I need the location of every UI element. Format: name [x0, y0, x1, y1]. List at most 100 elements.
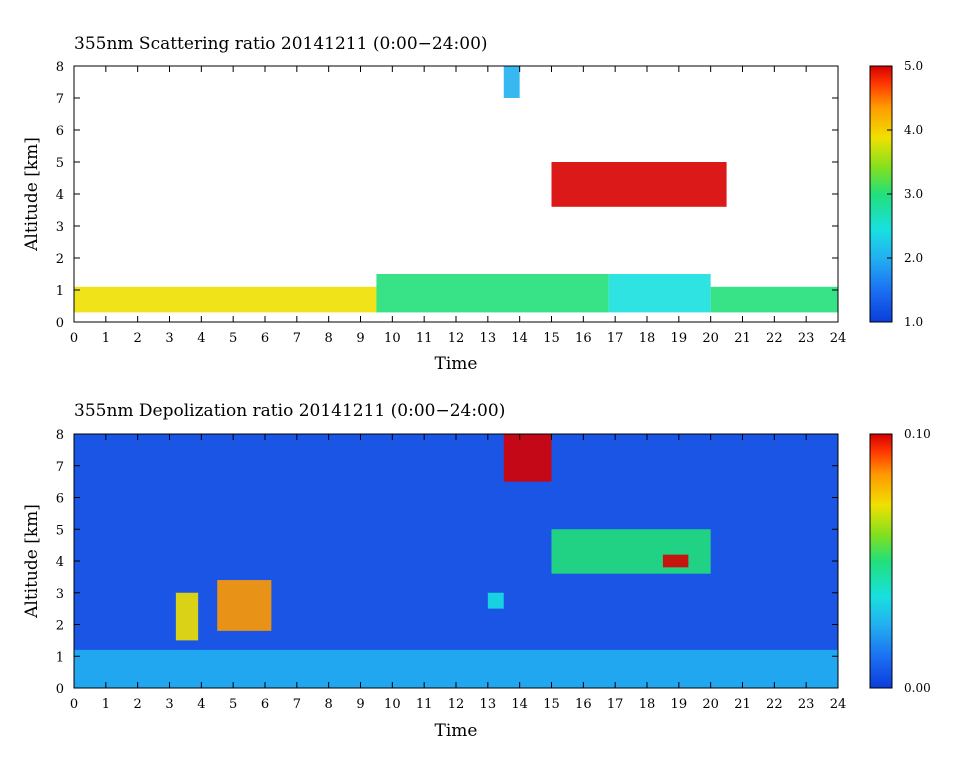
x-tick-label: 5: [229, 331, 237, 346]
colorbar-tick-label: 0.00: [904, 681, 931, 695]
y-tick-label: 5: [56, 156, 64, 171]
x-tick-label: 24: [830, 697, 847, 712]
y-tick-label: 3: [56, 587, 64, 602]
x-tick-label: 22: [766, 697, 783, 712]
y-tick-label: 0: [56, 682, 64, 697]
y-tick-label: 7: [56, 460, 64, 475]
y-tick-label: 0: [56, 316, 64, 331]
chart-title: 355nm Scattering ratio 20141211 (0:00−24…: [74, 34, 488, 54]
x-axis: 0 1 2 3 4 5 6 7 8 9 10 11 12 13 14 15 16 17 18 19 20 21 22 23 24: [70, 66, 846, 346]
colorbar-ticks: 1.0 2.0 3.0 4.0 5.0: [887, 59, 923, 329]
x-tick-label: 21: [734, 697, 751, 712]
data-feature: [608, 274, 711, 313]
x-tick-label: 24: [830, 331, 847, 346]
x-tick-label: 23: [798, 331, 815, 346]
data-feature: [376, 274, 609, 313]
data-feature: [710, 286, 838, 313]
x-axis-label: Time: [435, 721, 478, 741]
y-axis: 0 1 2 3 4 5 6 7 8: [56, 60, 838, 331]
colorbar-tick-label: 5.0: [904, 59, 923, 73]
y-axis: 0 1 2 3 4 5 6 7 8: [56, 428, 838, 697]
y-tick-label: 4: [56, 188, 64, 203]
x-tick-label: 14: [511, 697, 528, 712]
x-tick-label: 5: [229, 697, 237, 712]
x-axis: 0 1 2 3 4 5 6 7 8 9 10 11 12 13 14 15 16 17 18 19 20 21 22 23 24: [70, 434, 846, 712]
colorbar-tick-label: 3.0: [904, 187, 923, 201]
data-feature: [662, 554, 689, 568]
data-feature: [487, 592, 504, 609]
x-tick-label: 9: [356, 331, 364, 346]
y-tick-label: 1: [56, 284, 64, 299]
x-tick-label: 20: [702, 697, 719, 712]
x-tick-label: 3: [165, 697, 173, 712]
x-tick-label: 10: [384, 331, 401, 346]
data-feature: [74, 649, 838, 688]
x-tick-label: 13: [480, 697, 497, 712]
x-tick-label: 19: [671, 331, 688, 346]
plot-area: [73, 433, 839, 689]
x-tick-label: 16: [575, 697, 592, 712]
x-tick-label: 16: [575, 331, 592, 346]
data-feature: [551, 162, 727, 207]
x-tick-label: 6: [261, 331, 269, 346]
y-axis-label: Altitude [km]: [22, 137, 42, 252]
x-tick-label: 17: [607, 331, 624, 346]
x-tick-label: 15: [543, 331, 560, 346]
plot-area: [73, 65, 839, 323]
y-tick-label: 3: [56, 220, 64, 235]
colorbar: 0.00 0.10: [869, 427, 931, 695]
x-tick-label: 19: [671, 697, 688, 712]
x-tick-label: 2: [134, 697, 142, 712]
x-tick-label: 18: [639, 697, 656, 712]
depolarization-ratio-panel: 355nm Depolization ratio 20141211 (0:00−…: [22, 401, 931, 741]
x-tick-label: 23: [798, 697, 815, 712]
x-tick-label: 15: [543, 697, 560, 712]
colorbar: 1.0 2.0 3.0 4.0 5.0: [869, 59, 923, 329]
x-tick-label: 20: [702, 331, 719, 346]
x-tick-label: 11: [416, 697, 433, 712]
x-tick-label: 7: [293, 331, 301, 346]
x-tick-label: 11: [416, 331, 433, 346]
x-tick-label: 14: [511, 331, 528, 346]
x-tick-label: 0: [70, 697, 78, 712]
x-tick-label: 0: [70, 331, 78, 346]
x-tick-label: 6: [261, 697, 269, 712]
x-tick-label: 21: [734, 331, 751, 346]
y-tick-label: 2: [56, 252, 64, 267]
colorbar-tick-label: 1.0: [904, 315, 923, 329]
x-tick-label: 1: [102, 331, 110, 346]
y-tick-label: 8: [56, 60, 64, 75]
y-tick-label: 1: [56, 650, 64, 665]
data-feature: [503, 66, 520, 98]
x-tick-label: 3: [165, 331, 173, 346]
x-tick-label: 4: [197, 331, 205, 346]
x-tick-label: 10: [384, 697, 401, 712]
x-tick-label: 12: [448, 697, 465, 712]
x-tick-label: 12: [448, 331, 465, 346]
colorbar-tick-label: 4.0: [904, 123, 923, 137]
colorbar-tick-label: 0.10: [904, 427, 931, 441]
chart-title: 355nm Depolization ratio 20141211 (0:00−…: [74, 401, 505, 421]
x-tick-label: 13: [480, 331, 497, 346]
x-tick-label: 1: [102, 697, 110, 712]
y-tick-label: 7: [56, 92, 64, 107]
colorbar-tick-label: 2.0: [904, 251, 923, 265]
data-feature: [217, 580, 272, 631]
y-tick-label: 8: [56, 428, 64, 443]
x-tick-label: 22: [766, 331, 783, 346]
x-tick-label: 8: [325, 697, 333, 712]
colorbar-ticks: 0.00 0.10: [887, 427, 931, 695]
x-tick-label: 4: [197, 697, 205, 712]
x-tick-label: 17: [607, 697, 624, 712]
y-tick-label: 4: [56, 555, 64, 570]
data-layer: [74, 434, 838, 688]
y-tick-label: 6: [56, 124, 64, 139]
y-tick-label: 5: [56, 523, 64, 538]
data-layer: [74, 66, 838, 313]
y-axis-label: Altitude [km]: [22, 504, 42, 619]
y-tick-label: 6: [56, 492, 64, 507]
y-tick-label: 2: [56, 619, 64, 634]
x-tick-label: 8: [325, 331, 333, 346]
x-tick-label: 7: [293, 697, 301, 712]
